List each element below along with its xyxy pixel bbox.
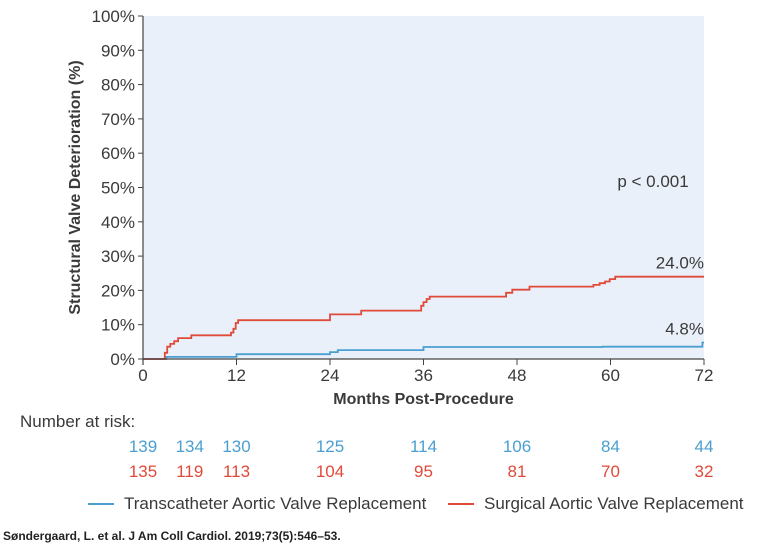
x-tick-label: 48 (508, 366, 527, 385)
y-tick-label: 20% (101, 281, 135, 300)
y-axis-title: Structural Valve Deterioration (%) (67, 60, 84, 314)
savr-series-line (143, 275, 704, 360)
risk-cell: 113 (222, 462, 251, 481)
risk-cell: 104 (315, 462, 345, 481)
risk-cell: 139 (128, 437, 158, 456)
risk-cell: 32 (694, 462, 714, 481)
y-tick-label: 100% (92, 7, 135, 26)
risk-cell: 135 (128, 462, 158, 481)
legend-label-savr: Surgical Aortic Valve Replacement (484, 494, 744, 513)
risk-cell: 106 (502, 437, 532, 456)
y-tick-label: 30% (101, 247, 135, 266)
risk-cell: 95 (414, 462, 433, 481)
risk-table-title: Number at risk: (20, 412, 136, 431)
x-tick-label: 72 (695, 366, 714, 385)
x-tick-label: 12 (227, 366, 246, 385)
x-tick-label: 0 (138, 366, 147, 385)
savr-end-label: 24.0% (656, 254, 704, 273)
y-tick-label: 90% (101, 41, 135, 60)
risk-row-savr: 135 119 113 104 95 81 70 32 (0, 462, 757, 484)
risk-cell: 114 (409, 437, 438, 456)
y-tick-label: 0% (110, 350, 135, 369)
tavr-end-label: 4.8% (665, 320, 704, 339)
risk-row-tavr: 139 134 130 125 114 106 84 44 (0, 437, 757, 459)
y-tick-label: 40% (101, 213, 135, 232)
risk-cell: 81 (507, 462, 527, 481)
y-tick-label: 10% (101, 316, 135, 335)
legend: Transcatheter Aortic Valve Replacement S… (0, 494, 757, 516)
x-axis-title: Months Post-Procedure (333, 391, 514, 408)
y-tick-label: 50% (101, 179, 135, 198)
x-tick-label: 36 (414, 366, 433, 385)
legend-item-savr: Surgical Aortic Valve Replacement (448, 494, 744, 514)
legend-label-tavr: Transcatheter Aortic Valve Replacement (124, 494, 427, 513)
tavr-series-line (143, 341, 704, 360)
y-tick-label: 80% (101, 76, 135, 95)
risk-cell: 119 (176, 462, 204, 481)
risk-cell: 84 (601, 437, 620, 456)
p-value-annotation: p < 0.001 (617, 172, 688, 191)
risk-cell: 134 (175, 437, 204, 456)
y-tick-label: 70% (101, 110, 135, 129)
risk-cell: 130 (222, 437, 251, 456)
legend-swatch-tavr (88, 503, 114, 505)
y-tick-label: 60% (101, 144, 135, 163)
legend-item-tavr: Transcatheter Aortic Valve Replacement (88, 494, 426, 514)
series-layer: 4.8% 24.0% (143, 254, 704, 360)
y-axis: 0% 10% 20% 30% 40% 50% 60% 70% 80% 90% 100% (92, 7, 143, 369)
risk-cell: 70 (601, 462, 620, 481)
risk-cell: 44 (694, 437, 714, 456)
legend-swatch-savr (448, 503, 474, 505)
risk-cell: 125 (315, 437, 345, 456)
citation: Søndergaard, L. et al. J Am Coll Cardiol… (3, 529, 341, 543)
x-axis: 0 12 24 36 48 60 72 (138, 359, 713, 385)
x-tick-label: 24 (321, 366, 340, 385)
x-tick-label: 60 (601, 366, 620, 385)
